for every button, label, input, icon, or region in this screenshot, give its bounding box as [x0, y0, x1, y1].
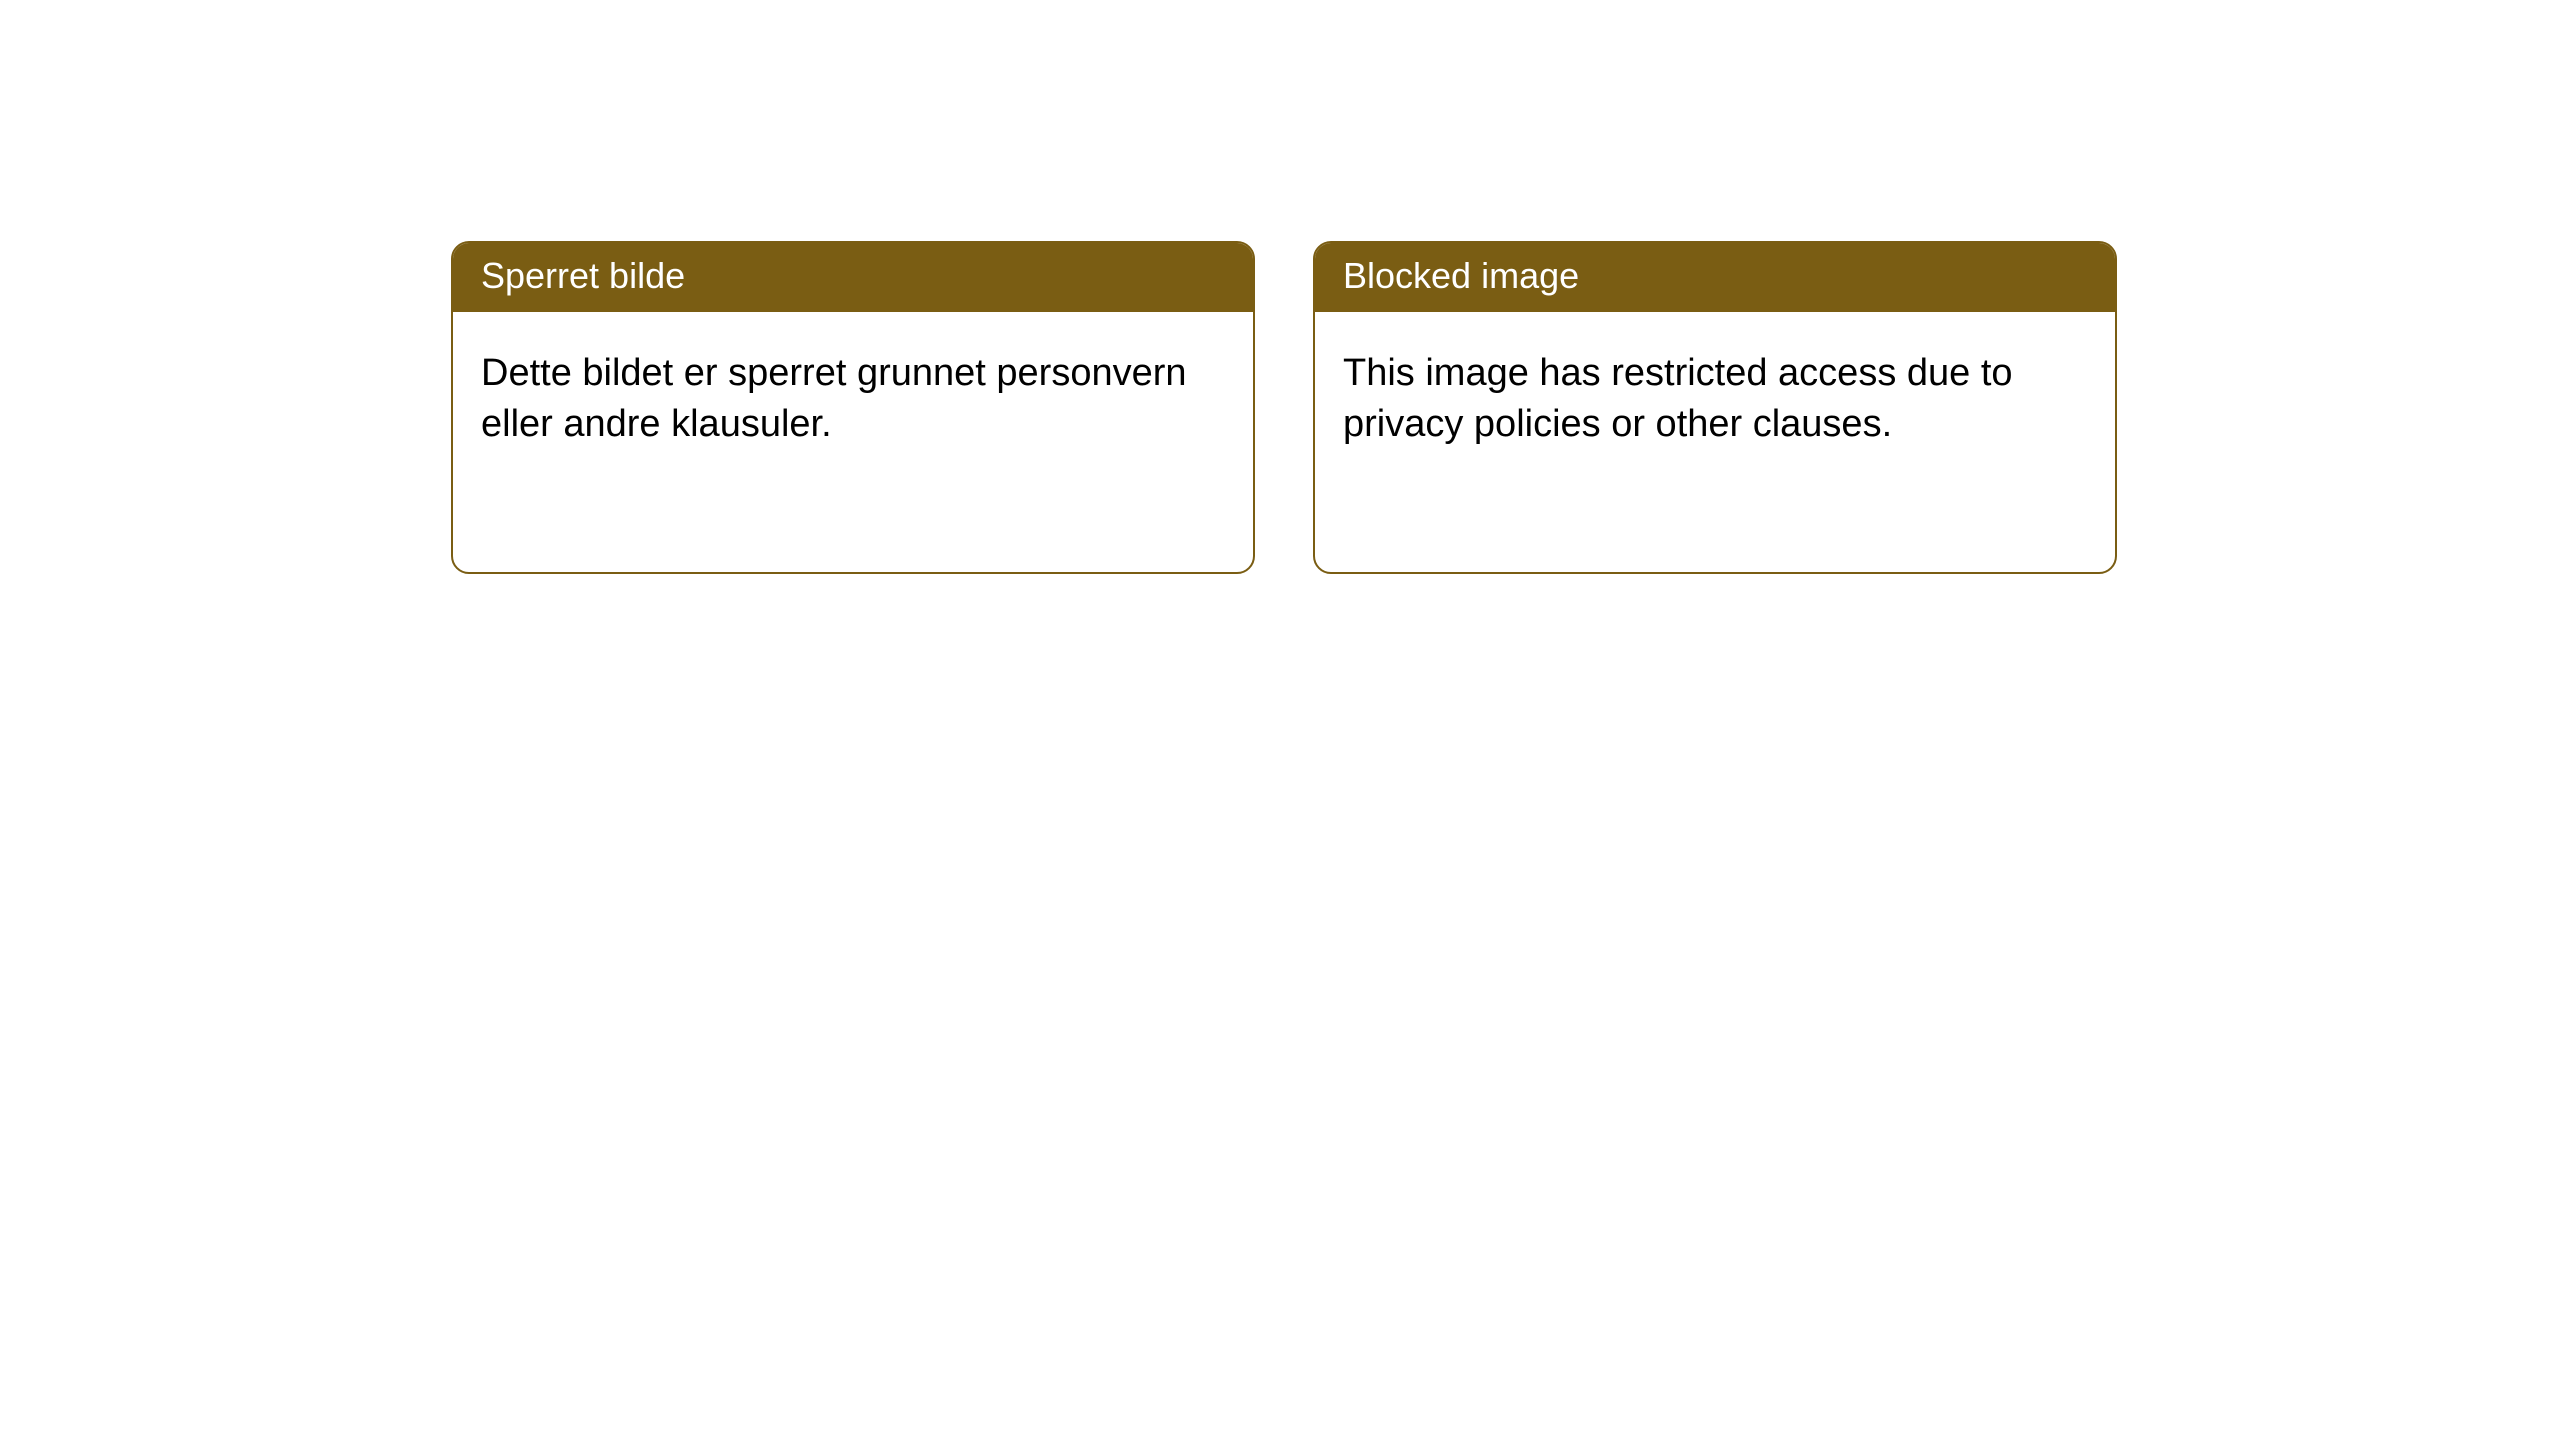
notice-body-english: This image has restricted access due to … [1315, 312, 2115, 471]
notice-container: Sperret bilde Dette bildet er sperret gr… [0, 0, 2560, 574]
notice-card-english: Blocked image This image has restricted … [1313, 241, 2117, 574]
notice-title-norwegian: Sperret bilde [453, 243, 1253, 312]
notice-body-norwegian: Dette bildet er sperret grunnet personve… [453, 312, 1253, 471]
notice-card-norwegian: Sperret bilde Dette bildet er sperret gr… [451, 241, 1255, 574]
notice-title-english: Blocked image [1315, 243, 2115, 312]
